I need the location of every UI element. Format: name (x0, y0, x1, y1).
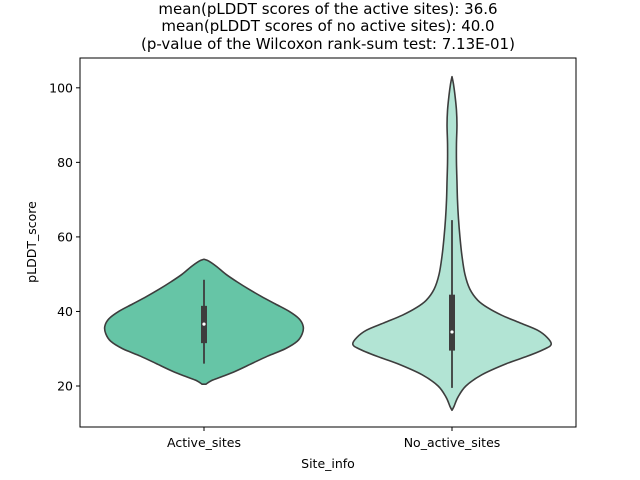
title-line-3: (p-value of the Wilcoxon rank-sum test: … (141, 35, 515, 53)
chart-title: mean(pLDDT scores of the active sites): … (141, 0, 515, 53)
title-line-2: mean(pLDDT scores of no active sites): 4… (161, 17, 494, 35)
violin-median (202, 322, 206, 326)
title-line-1: mean(pLDDT scores of the active sites): … (158, 0, 497, 18)
violin-no-active-sites (351, 75, 553, 412)
y-tick-label: 60 (57, 229, 73, 244)
plot-frame (79, 57, 577, 428)
x-tick-label-no-active-sites: No_active_sites (404, 435, 501, 450)
x-axis: Active_sites No_active_sites (167, 427, 500, 450)
violin-active-sites (103, 258, 305, 385)
x-tick-label-active-sites: Active_sites (167, 435, 241, 450)
violin-box (449, 294, 455, 351)
y-tick-label: 100 (49, 80, 73, 95)
violin-median (450, 330, 454, 334)
y-axis: 20 40 60 80 100 (49, 80, 80, 394)
y-axis-label: pLDDT_score (24, 201, 39, 283)
violins-layer (103, 75, 553, 412)
y-tick-label: 40 (57, 304, 73, 319)
x-axis-label: Site_info (301, 456, 355, 471)
y-tick-label: 20 (57, 379, 73, 394)
y-tick-label: 80 (57, 155, 73, 170)
